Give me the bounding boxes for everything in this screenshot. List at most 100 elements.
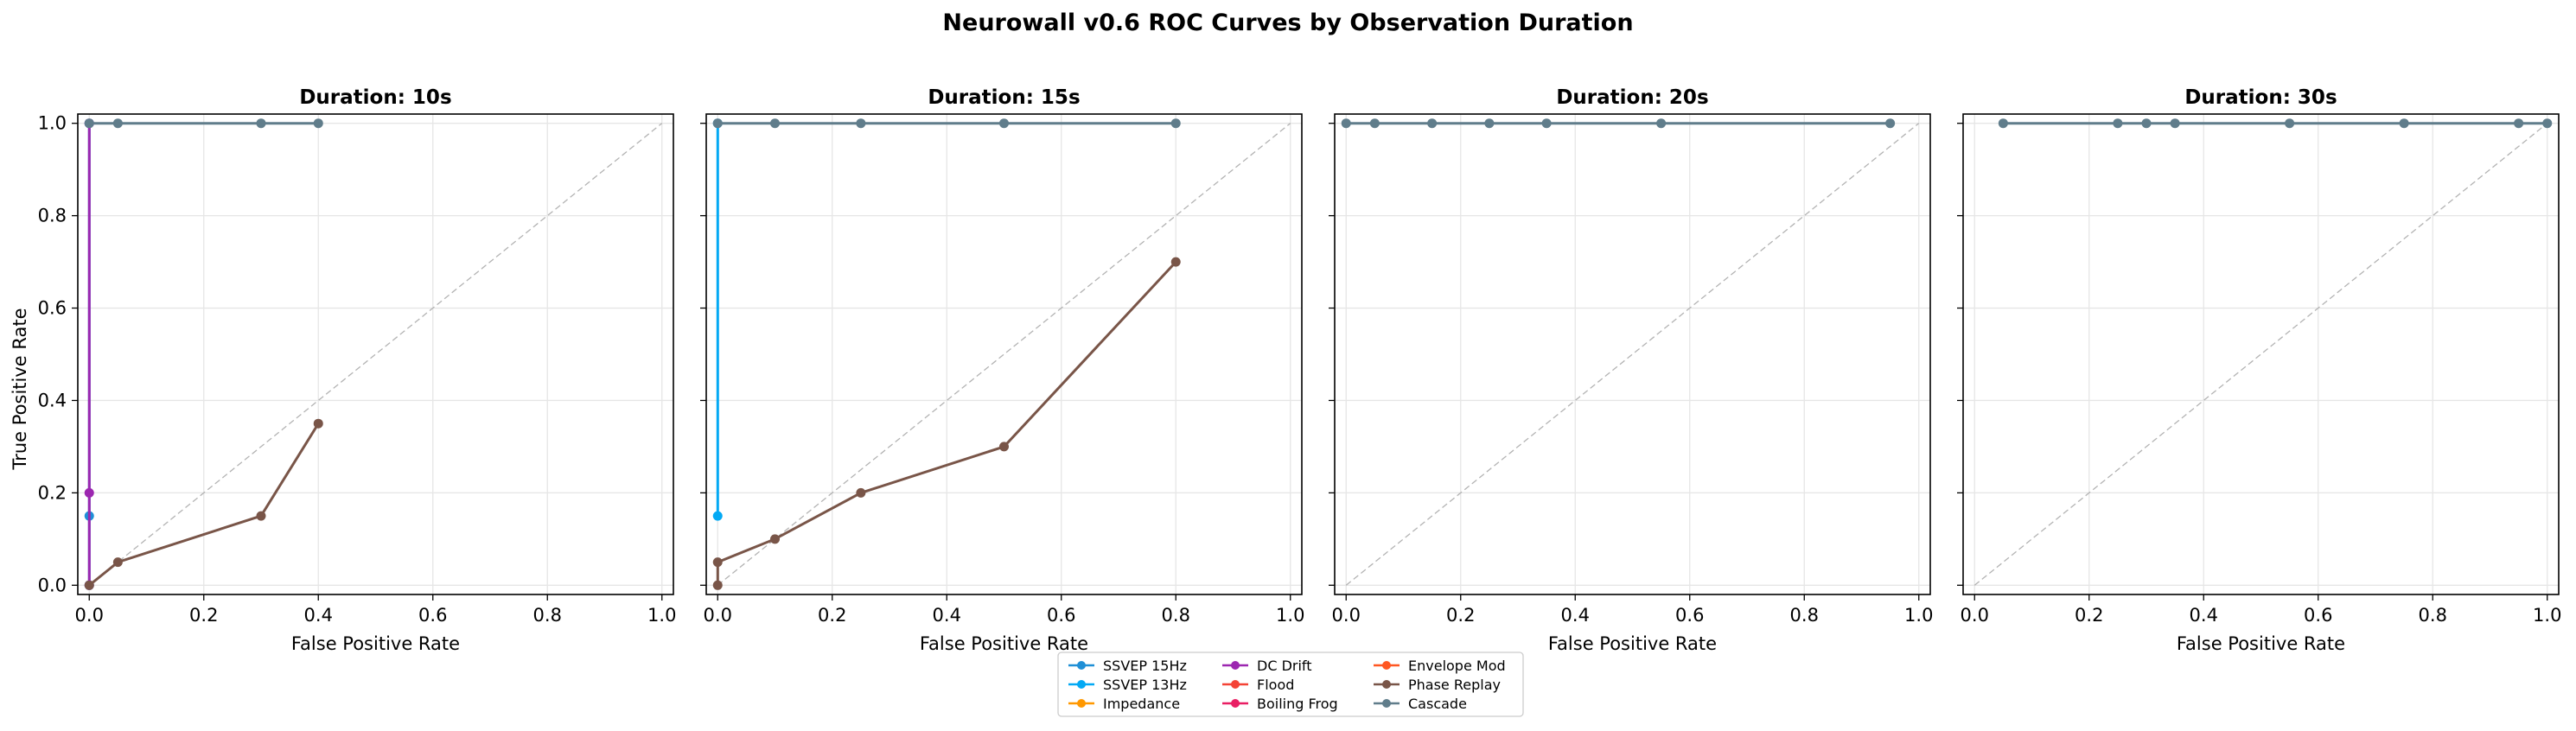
plot-frame	[77, 113, 674, 595]
data-point	[1656, 118, 1667, 129]
y-tick-label: 0.6	[38, 298, 67, 319]
series-phase-replay	[712, 257, 1181, 590]
data-point	[856, 118, 866, 129]
x-tick-label: 0.2	[1446, 605, 1475, 626]
x-tick-label: 0.8	[1162, 605, 1190, 626]
legend-marker	[1077, 680, 1086, 689]
data-point	[2285, 118, 2295, 129]
x-tick-label: 0.4	[2190, 605, 2218, 626]
x-tick-label: 0.2	[189, 605, 218, 626]
x-tick-label: 0.6	[1047, 605, 1075, 626]
data-point	[313, 418, 323, 429]
legend-entry: Flood	[1222, 677, 1294, 693]
series-line	[88, 423, 320, 587]
data-point	[1170, 257, 1181, 267]
series-cascade	[712, 118, 1181, 129]
legend-entry: Cascade	[1374, 696, 1467, 712]
data-point	[712, 511, 723, 521]
data-point	[712, 118, 723, 129]
legend-label: SSVEP 13Hz	[1103, 677, 1187, 693]
chance-diagonal	[717, 123, 1291, 586]
legend-marker	[1382, 699, 1391, 708]
x-tick-label: 0.8	[2419, 605, 2447, 626]
series-cascade	[1998, 118, 2553, 129]
data-point	[2399, 118, 2409, 129]
data-point	[1998, 118, 2008, 129]
x-tick-label: 0.8	[1790, 605, 1819, 626]
legend-label: SSVEP 15Hz	[1103, 658, 1187, 674]
data-point	[2141, 118, 2152, 129]
x-tick-label: 1.0	[1276, 605, 1304, 626]
legend-entry: Impedance	[1068, 696, 1180, 712]
series-cascade	[84, 118, 323, 129]
legend-marker	[1382, 680, 1391, 689]
x-axis-label: False Positive Rate	[920, 633, 1088, 654]
series-ssvep-13hz	[712, 118, 723, 521]
x-tick-label: 0.0	[1961, 605, 1989, 626]
legend-marker	[1077, 661, 1086, 670]
y-tick-label: 0.0	[38, 575, 67, 595]
y-tick-label: 0.4	[38, 390, 67, 410]
data-point	[856, 487, 866, 498]
legend: SSVEP 15Hz SSVEP 13Hz Impedance DC Drift Flo…	[1057, 652, 1524, 717]
data-point	[112, 557, 123, 568]
plot-frame	[1962, 113, 2560, 595]
x-axis-label: False Positive Rate	[291, 633, 460, 654]
legend-entry: SSVEP 13Hz	[1068, 677, 1187, 693]
chart-panel: Duration: 15s 0.0 0.2 0.4 0.6 0.8 1.0 False Pos…	[700, 86, 1304, 654]
legend-label: Phase Replay	[1408, 677, 1501, 693]
panel-title: Duration: 20s	[1556, 86, 1708, 109]
data-point	[1341, 118, 1351, 129]
data-point	[1427, 118, 1438, 129]
legend-entry: Envelope Mod	[1374, 658, 1506, 674]
panel-title: Duration: 10s	[299, 86, 451, 109]
y-tick-label: 0.2	[38, 482, 67, 503]
legend-entry: SSVEP 15Hz	[1068, 658, 1187, 674]
legend-marker	[1382, 661, 1391, 670]
data-point	[770, 118, 780, 129]
data-point	[2514, 118, 2524, 129]
data-point	[1170, 118, 1181, 129]
legend-entry: Boiling Frog	[1222, 696, 1338, 712]
x-tick-label: 1.0	[647, 605, 676, 626]
legend-label: Cascade	[1408, 696, 1467, 712]
chart-panel: Duration: 30s 0.0 0.2 0.4 0.6 0.8 1.0 False Pos…	[1957, 86, 2561, 654]
x-tick-label: 1.0	[1904, 605, 1933, 626]
x-tick-label: 0.4	[1561, 605, 1590, 626]
chance-diagonal	[1973, 123, 2548, 586]
x-axis-label: False Positive Rate	[2177, 633, 2345, 654]
data-point	[770, 534, 780, 544]
x-tick-label: 0.0	[75, 605, 104, 626]
chart-panel: Duration: 20s 0.0 0.2 0.4 0.6 0.8 1.0 False Pos…	[1329, 86, 1933, 654]
legend-label: Impedance	[1103, 696, 1180, 712]
data-point	[313, 118, 323, 129]
x-tick-label: 0.4	[304, 605, 333, 626]
data-point	[999, 442, 1009, 452]
chance-diagonal	[1345, 123, 1920, 586]
data-point	[84, 487, 94, 498]
data-point	[256, 511, 266, 521]
data-point	[1484, 118, 1495, 129]
x-tick-label: 0.8	[533, 605, 562, 626]
x-tick-label: 0.0	[704, 605, 732, 626]
legend-entry: Phase Replay	[1374, 677, 1501, 693]
data-point	[2113, 118, 2123, 129]
data-point	[999, 118, 1009, 129]
x-tick-label: 1.0	[2533, 605, 2561, 626]
data-point	[2542, 118, 2553, 129]
legend-marker	[1077, 699, 1086, 708]
data-point	[712, 580, 723, 590]
y-axis-label: True Positive Rate	[10, 308, 30, 470]
x-tick-label: 0.6	[1675, 605, 1704, 626]
x-tick-label: 0.2	[2075, 605, 2103, 626]
data-point	[84, 118, 94, 129]
legend-marker	[1231, 699, 1240, 708]
series-cascade	[1341, 118, 1896, 129]
x-tick-label: 0.0	[1332, 605, 1361, 626]
data-point	[1885, 118, 1896, 129]
chart-panel: Duration: 10s 0.0 0.2 0.4 0.6 0.8 1.0 0.0 0.2 0.4…	[38, 86, 677, 654]
plot-frame	[705, 113, 1303, 595]
legend-label: Flood	[1257, 677, 1294, 693]
legend-marker	[1231, 661, 1240, 670]
